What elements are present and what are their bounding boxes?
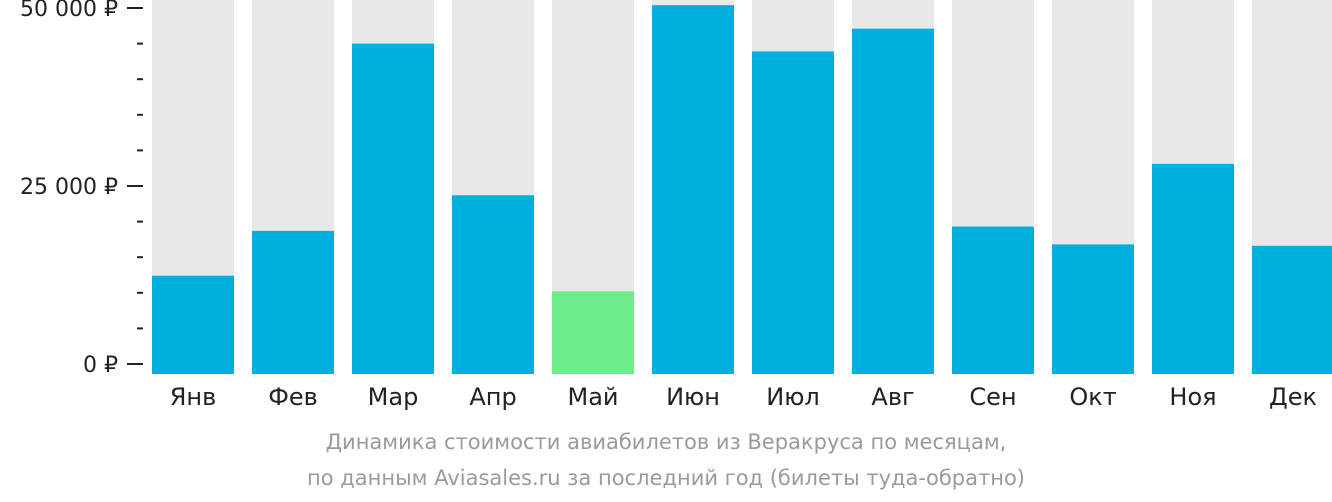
- bar-5[interactable]: [652, 5, 734, 374]
- bar-0[interactable]: [152, 275, 234, 374]
- bar-1[interactable]: [252, 230, 334, 374]
- x-tick-label: Фев: [268, 383, 318, 411]
- bar-8[interactable]: [952, 226, 1034, 374]
- bar-7[interactable]: [852, 28, 934, 374]
- bar-9[interactable]: [1052, 244, 1134, 374]
- y-tick-label: 50 000 ₽: [20, 0, 118, 22]
- x-tick-label: Ноя: [1169, 383, 1216, 411]
- x-tick-label: Июн: [666, 383, 720, 411]
- y-tick-label: 0 ₽: [83, 353, 118, 378]
- y-tick-label: 25 000 ₽: [20, 175, 118, 200]
- x-tick-label: Авг: [871, 383, 914, 411]
- x-tick-label: Сен: [969, 383, 1016, 411]
- bars-group: [152, 0, 1332, 374]
- x-tick-label: Янв: [170, 383, 217, 411]
- bar-6[interactable]: [752, 51, 834, 374]
- bar-11[interactable]: [1252, 245, 1332, 374]
- bar-3[interactable]: [452, 195, 534, 374]
- bar-2[interactable]: [352, 43, 434, 374]
- chart-caption-line-1: Динамика стоимости авиабилетов из Веракр…: [325, 430, 1007, 454]
- bar-10[interactable]: [1152, 163, 1234, 374]
- x-tick-label: Апр: [469, 383, 516, 411]
- y-axis: 0 ₽ 25 000 ₽ 50 000 ₽: [20, 0, 143, 378]
- chart-caption-line-2: по данным Aviasales.ru за последний год …: [307, 466, 1025, 490]
- x-tick-label: Дек: [1269, 383, 1317, 411]
- x-tick-label: Июл: [766, 383, 820, 411]
- x-tick-label: Мар: [368, 383, 419, 411]
- x-axis: Янв Фев Мар Апр Май Июн Июл Авг Сен Окт Ноя Дек: [170, 383, 1317, 411]
- x-tick-label: Май: [567, 383, 618, 411]
- x-tick-label: Окт: [1069, 383, 1116, 411]
- bar-4[interactable]: [552, 291, 634, 374]
